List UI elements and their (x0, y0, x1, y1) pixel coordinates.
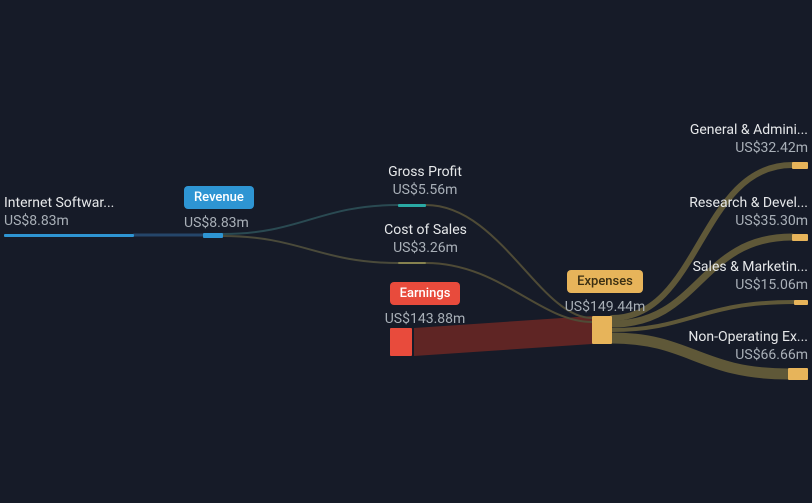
internet-software-label: Internet Softwar... (4, 195, 114, 211)
revenue-value: US$8.83m (184, 215, 254, 231)
node-research-dev[interactable]: Research & Devel... US$35.30m (681, 195, 808, 229)
gross-profit-value: US$5.56m (380, 182, 470, 198)
earnings-value: US$143.88m (370, 311, 480, 327)
expenses-tag: Expenses (567, 270, 643, 293)
revenue-tag: Revenue (184, 186, 254, 209)
research-dev-value: US$35.30m (681, 213, 808, 229)
non-operating-value: US$66.66m (680, 347, 808, 363)
general-admin-value: US$32.42m (682, 140, 808, 156)
general-admin-label: General & Admini... (682, 122, 808, 138)
non-operating-label: Non-Operating Ex... (680, 329, 808, 345)
research-dev-label: Research & Devel... (681, 195, 808, 211)
node-general-admin[interactable]: General & Admini... US$32.42m (682, 122, 808, 156)
gross-profit-label: Gross Profit (380, 164, 470, 180)
earnings-tag: Earnings (390, 282, 461, 305)
sales-marketing-value: US$15.06m (685, 277, 808, 293)
cost-of-sales-value: US$3.26m (378, 240, 473, 256)
node-expenses[interactable]: Expenses US$149.44m (550, 270, 660, 315)
node-cost-of-sales[interactable]: Cost of Sales US$3.26m (378, 222, 473, 256)
node-non-operating[interactable]: Non-Operating Ex... US$66.66m (680, 329, 808, 363)
internet-software-value: US$8.83m (4, 213, 114, 229)
node-sales-marketing[interactable]: Sales & Marketin... US$15.06m (685, 259, 808, 293)
node-revenue[interactable]: Revenue US$8.83m (184, 186, 254, 231)
node-earnings[interactable]: Earnings US$143.88m (370, 282, 480, 327)
node-internet-software[interactable]: Internet Softwar... US$8.83m (4, 195, 114, 229)
node-gross-profit[interactable]: Gross Profit US$5.56m (380, 164, 470, 198)
expenses-value: US$149.44m (550, 299, 660, 315)
cost-of-sales-label: Cost of Sales (378, 222, 473, 238)
sales-marketing-label: Sales & Marketin... (685, 259, 808, 275)
